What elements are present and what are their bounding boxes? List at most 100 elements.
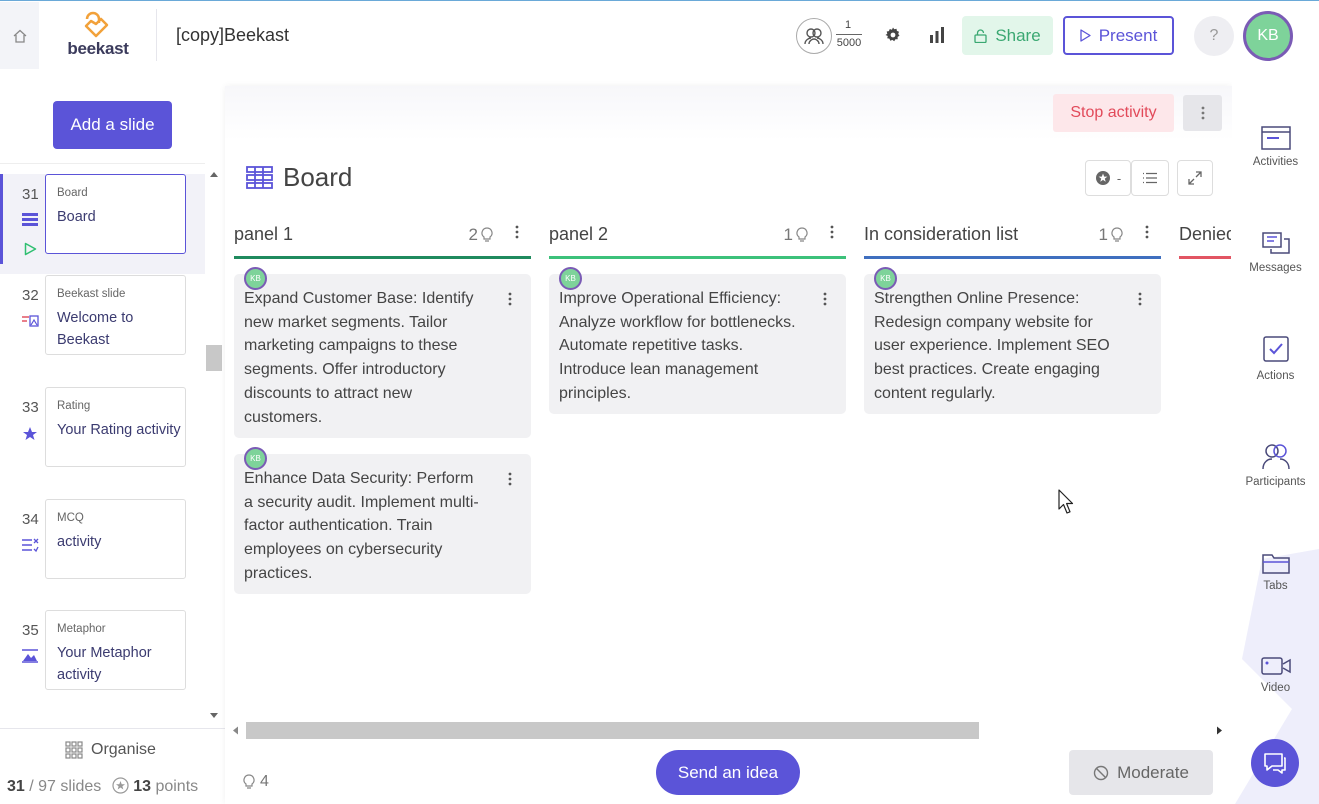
activity-more-button[interactable]	[1183, 95, 1222, 131]
send-idea-button[interactable]: Send an idea	[656, 750, 800, 795]
moderate-label: Moderate	[1117, 762, 1189, 782]
slide-type: Board	[57, 187, 88, 199]
slide-item-34[interactable]: 34 MCQ activity	[0, 499, 205, 599]
rail-tabs[interactable]: Tabs	[1232, 552, 1319, 592]
beekast-logo[interactable]: beekast	[62, 11, 134, 59]
column-color-line	[234, 256, 531, 259]
home-button[interactable]	[0, 2, 39, 70]
count-value: 2	[468, 225, 478, 244]
rail-activities[interactable]: Activities	[1232, 126, 1319, 168]
active-indicator	[0, 174, 3, 264]
moderate-button[interactable]: Moderate	[1069, 750, 1213, 795]
fullscreen-button[interactable]	[1177, 160, 1213, 196]
slide-item-31[interactable]: 31 Board Board	[0, 174, 205, 274]
slides-total: / 97 slides	[29, 778, 102, 795]
more-vertical-icon	[1138, 292, 1142, 306]
slide-number: 34	[22, 511, 39, 528]
block-icon	[1093, 765, 1109, 780]
scroll-left-icon[interactable]	[232, 726, 239, 735]
document-title[interactable]: [copy]Beekast	[176, 25, 290, 45]
idea-card[interactable]: KB Strengthen Online Presence: Redesign …	[864, 267, 1161, 414]
play-icon[interactable]	[24, 242, 37, 256]
slides-footer	[0, 728, 225, 804]
column-header: panel 1 2	[234, 220, 531, 259]
count-value: 1	[783, 225, 793, 244]
slides-scrollbar[interactable]	[205, 163, 223, 728]
rail-decoration	[1235, 549, 1319, 804]
help-button[interactable]: ?	[1194, 16, 1234, 56]
grid-icon	[65, 741, 83, 759]
mouse-cursor	[1058, 489, 1074, 514]
add-slide-button[interactable]: Add a slide	[53, 101, 172, 149]
expand-icon	[1188, 171, 1202, 185]
idea-text: Enhance Data Security: Perform a securit…	[244, 470, 479, 582]
more-vertical-icon	[830, 225, 834, 239]
column-menu-button[interactable]	[830, 225, 834, 244]
stop-activity-button[interactable]: Stop activity	[1053, 94, 1174, 132]
points-label: points	[155, 778, 199, 795]
rail-actions[interactable]: Actions	[1232, 336, 1319, 382]
more-vertical-icon	[823, 292, 827, 306]
stats-button[interactable]	[926, 24, 948, 46]
organise-label: Organise	[91, 741, 156, 758]
card-menu-button[interactable]	[823, 292, 827, 311]
slides-scrollbar-thumb[interactable]	[206, 345, 222, 371]
scroll-up-icon[interactable]	[209, 170, 219, 178]
chat-support-button[interactable]	[1251, 739, 1299, 787]
slide-thumbnail[interactable]: Metaphor Your Metaphor activity	[45, 610, 186, 690]
idea-card[interactable]: KB Expand Customer Base: Identify new ma…	[234, 267, 531, 438]
idea-text: Strengthen Online Presence: Redesign com…	[874, 290, 1110, 402]
slide-number: 31	[22, 186, 39, 203]
slide-item-35[interactable]: 35 Metaphor Your Metaphor activity	[0, 610, 205, 710]
present-button[interactable]: Present	[1063, 16, 1174, 55]
tabs-icon	[1261, 554, 1290, 574]
idea-card[interactable]: KB Enhance Data Security: Perform a secu…	[234, 447, 531, 594]
column-menu-button[interactable]	[515, 225, 519, 244]
author-avatar: KB	[244, 447, 267, 470]
participants-counter[interactable]: 1 5000	[796, 17, 866, 55]
user-avatar[interactable]: KB	[1243, 11, 1293, 61]
actions-icon	[1262, 336, 1289, 362]
list-view-button[interactable]	[1131, 160, 1169, 196]
column-title: panel 2	[549, 224, 609, 244]
mcq-icon	[22, 538, 39, 553]
rail-participants[interactable]: Participants	[1232, 442, 1319, 488]
lightbulb-icon	[243, 774, 255, 789]
points-icon	[112, 777, 129, 794]
slide-number: 35	[22, 622, 39, 639]
video-icon	[1260, 657, 1291, 675]
board-title: Board	[283, 162, 353, 192]
participants-current: 1	[844, 19, 852, 31]
scroll-right-icon[interactable]	[1216, 726, 1223, 735]
card-menu-button[interactable]	[508, 292, 512, 311]
idea-card[interactable]: KB Improve Operational Efficiency: Analy…	[549, 267, 846, 414]
share-button[interactable]: Share	[962, 16, 1053, 55]
slide-thumbnail[interactable]: Beekast slide Welcome to Beekast	[45, 275, 186, 355]
rail-label: Actions	[1256, 370, 1295, 382]
participants-max: 5000	[836, 37, 862, 49]
column-menu-button[interactable]	[1145, 225, 1149, 244]
more-vertical-icon	[508, 472, 512, 486]
column-title: Denied	[1179, 224, 1231, 244]
board-scrollbar-thumb[interactable]	[246, 722, 979, 739]
slide-thumbnail[interactable]: Board Board	[45, 174, 186, 254]
column-idea-count: 1	[1099, 225, 1123, 245]
slide-thumbnail[interactable]: Rating Your Rating activity	[45, 387, 186, 467]
card-menu-button[interactable]	[1138, 292, 1142, 311]
rail-messages[interactable]: Messages	[1232, 232, 1319, 274]
rail-video[interactable]: Video	[1232, 656, 1319, 694]
scroll-down-icon[interactable]	[209, 712, 219, 720]
settings-button[interactable]	[882, 24, 904, 46]
card-menu-button[interactable]	[508, 472, 512, 491]
author-avatar: KB	[244, 267, 267, 290]
slide-thumbnail[interactable]: MCQ activity	[45, 499, 186, 579]
slide-type: Beekast slide	[57, 288, 126, 300]
lock-open-icon	[974, 28, 987, 43]
organise-button[interactable]: Organise	[65, 741, 156, 759]
metaphor-icon	[22, 649, 38, 663]
sort-button[interactable]: -	[1085, 160, 1131, 196]
slide-item-32[interactable]: 32 Beekast slide Welcome to Beekast	[0, 275, 205, 375]
star-circle-icon	[1095, 171, 1110, 185]
slide-type: Metaphor	[57, 623, 106, 635]
slide-item-33[interactable]: 33 Rating Your Rating activity	[0, 387, 205, 487]
